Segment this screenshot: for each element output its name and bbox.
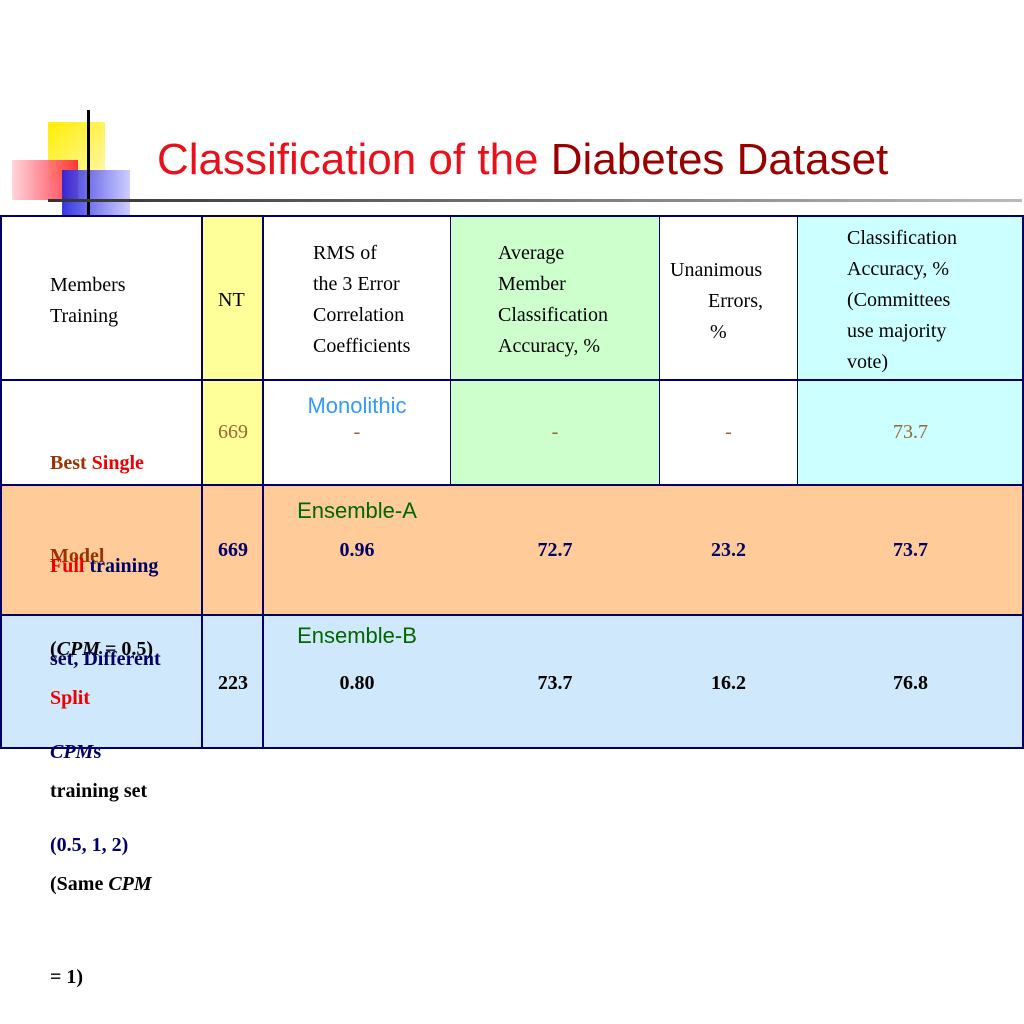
text: ) bbox=[146, 638, 154, 660]
line: Classification bbox=[498, 304, 608, 326]
deco-hline bbox=[48, 199, 1022, 202]
row-label: Split training set (Same CPM = 1) bbox=[50, 621, 152, 1024]
line: the 3 Error bbox=[313, 273, 400, 295]
vlines bbox=[0, 215, 1024, 749]
line: (Committees bbox=[847, 289, 951, 311]
row-bg bbox=[0, 615, 1024, 749]
cell bbox=[450, 215, 660, 381]
text: CPM bbox=[108, 873, 152, 895]
text: = 0.5 bbox=[100, 638, 147, 660]
cell-value: 73.7 bbox=[893, 421, 928, 443]
text: (Same bbox=[50, 873, 109, 895]
line: Accuracy, % bbox=[498, 335, 600, 357]
cell-value: 669 bbox=[218, 421, 248, 443]
title-part: Diabetes Dataset bbox=[550, 135, 889, 184]
cell-value: 76.8 bbox=[893, 672, 928, 694]
line: NT bbox=[218, 289, 245, 311]
line: RMS of bbox=[313, 242, 377, 264]
header-text: Average Member Classification Accuracy, % bbox=[498, 238, 608, 362]
text: Full bbox=[50, 555, 85, 577]
cell-value: 23.2 bbox=[711, 539, 746, 561]
title: Classification of the Diabetes Dataset bbox=[157, 135, 888, 185]
line: Average bbox=[498, 242, 565, 264]
line: % bbox=[710, 321, 727, 343]
line: Errors, bbox=[708, 290, 763, 312]
cell-value: 669 bbox=[218, 539, 248, 561]
text: s bbox=[93, 741, 102, 763]
text: training set bbox=[50, 780, 148, 802]
cell-value: 0.80 bbox=[339, 672, 375, 694]
table: Members Training NT RMS of the 3 Error Corr… bbox=[0, 215, 1024, 988]
text: training bbox=[89, 555, 159, 577]
text: set, Different bbox=[50, 648, 161, 670]
header-text: Members Training bbox=[50, 270, 126, 332]
deco-vline bbox=[87, 110, 90, 228]
deco-blue bbox=[62, 170, 130, 222]
cell bbox=[450, 380, 660, 486]
row-label: Best Single Model (CPM = 0.5) bbox=[50, 386, 153, 696]
text: Best bbox=[50, 452, 87, 474]
text: CPM bbox=[50, 741, 94, 763]
line: Members bbox=[50, 274, 126, 296]
cell-value: 16.2 bbox=[711, 672, 746, 694]
line: Training bbox=[50, 305, 119, 327]
text: Model bbox=[50, 545, 105, 567]
header-text: NT bbox=[218, 285, 245, 316]
line: Classification bbox=[847, 227, 957, 249]
title-part: Classification of the bbox=[157, 135, 539, 184]
header-text: Unanimous Errors,% bbox=[670, 255, 763, 348]
cell-value: 0.96 bbox=[339, 539, 375, 561]
table-border bbox=[0, 215, 1024, 749]
line: Accuracy, % bbox=[847, 258, 949, 280]
cell bbox=[659, 215, 798, 381]
header-text: Classification Accuracy, % (Committees use … bbox=[847, 223, 957, 378]
header-text: RMS of the 3 Error Correlation Coefficients bbox=[313, 238, 410, 362]
cell-value: - bbox=[353, 421, 361, 443]
text: CPM bbox=[56, 638, 101, 660]
cell-value: 73.7 bbox=[893, 539, 928, 561]
cell-value: 72.7 bbox=[537, 539, 573, 561]
slide: Classification of the Diabetes Dataset M… bbox=[0, 110, 1024, 988]
text: ( bbox=[50, 638, 57, 660]
cell-value: - bbox=[551, 421, 559, 443]
cell bbox=[797, 215, 1024, 381]
line: Member bbox=[498, 273, 566, 295]
method: Ensemble-B bbox=[297, 623, 417, 648]
line: use majority bbox=[847, 320, 947, 342]
text: Single bbox=[91, 452, 144, 474]
line: vote) bbox=[847, 351, 889, 373]
text: Split bbox=[50, 687, 91, 709]
cell-value: 223 bbox=[218, 672, 248, 694]
text: = 1) bbox=[50, 966, 84, 988]
line: Correlation bbox=[313, 304, 405, 326]
cell-value: 73.7 bbox=[537, 672, 573, 694]
method: Monolithic bbox=[307, 393, 407, 418]
cell-value: - bbox=[725, 421, 732, 443]
line: Coefficients bbox=[313, 335, 411, 357]
method: Ensemble-A bbox=[297, 498, 417, 523]
line: Unanimous bbox=[670, 259, 763, 281]
